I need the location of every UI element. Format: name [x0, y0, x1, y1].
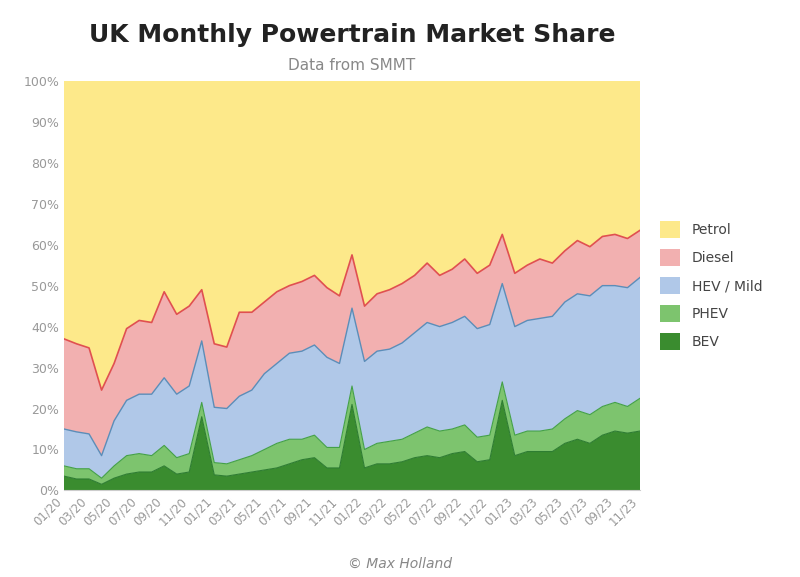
- Legend: Petrol, Diesel, HEV / Mild, PHEV, BEV: Petrol, Diesel, HEV / Mild, PHEV, BEV: [653, 214, 769, 357]
- Text: Data from SMMT: Data from SMMT: [288, 58, 416, 73]
- Text: © Max Holland: © Max Holland: [348, 557, 452, 571]
- Text: UK Monthly Powertrain Market Share: UK Monthly Powertrain Market Share: [89, 23, 615, 47]
